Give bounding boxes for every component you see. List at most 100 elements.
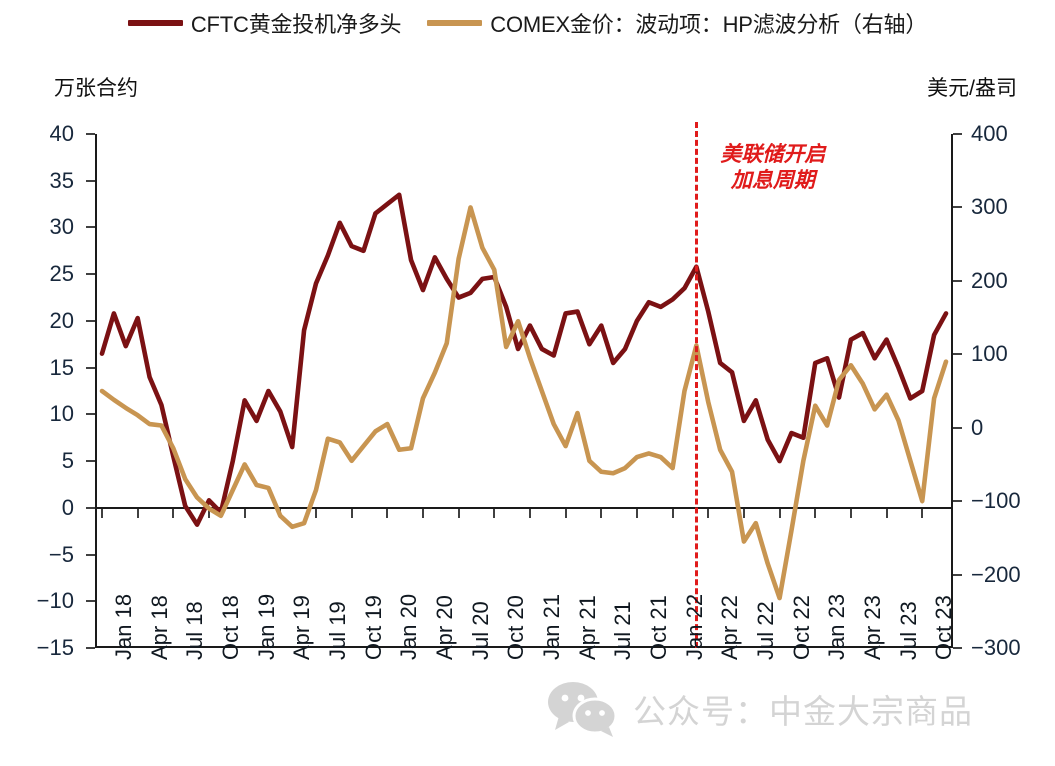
- left-axis-tick-label: 30: [49, 214, 74, 240]
- left-axis-tick-label: 15: [49, 354, 74, 380]
- x-axis-tick-label: Oct 23: [931, 595, 957, 660]
- event-label-line1: 美联储开启: [720, 143, 826, 166]
- wechat-icon: [548, 682, 618, 737]
- x-axis-tick-label: Jul 21: [610, 601, 636, 660]
- bottom-axis-line: [95, 646, 953, 648]
- right-axis-tick-label: 200: [971, 267, 1008, 293]
- x-axis-tick: [814, 507, 817, 518]
- event-annotation-text: 美联储开启 加息周期: [720, 142, 825, 193]
- right-axis-line: [951, 134, 953, 648]
- left-axis-tick-label: 20: [49, 307, 74, 333]
- left-axis-tick-label: −10: [36, 588, 74, 614]
- x-axis-tick: [600, 507, 603, 518]
- x-axis-tick-label: Apr 20: [431, 595, 457, 660]
- right-axis-tick: [953, 573, 962, 576]
- x-axis-tick-label: Oct 19: [360, 595, 386, 660]
- right-axis-tick-label: −300: [971, 635, 1021, 660]
- x-axis-tick: [386, 507, 389, 518]
- right-axis-tick-label: 400: [971, 121, 1008, 146]
- x-axis-tick: [849, 507, 852, 518]
- x-axis-tick-label: Oct 20: [503, 595, 529, 660]
- right-axis-tick: [953, 206, 962, 209]
- watermark: 公众号：中金大宗商品: [545, 680, 973, 738]
- right-axis-tick-label: −100: [971, 488, 1021, 514]
- x-axis-tick: [243, 507, 246, 518]
- x-axis-tick: [314, 507, 317, 518]
- left-axis-tick-label: 0: [61, 494, 74, 520]
- x-axis-tick-label: Apr 23: [859, 595, 885, 660]
- watermark-text: 公众号：中金大宗商品: [633, 693, 973, 730]
- x-axis-tick-label: Apr 22: [717, 595, 743, 660]
- x-axis-tick: [707, 507, 710, 518]
- left-axis-tick: [86, 366, 95, 369]
- right-axis-tick: [953, 426, 962, 429]
- right-axis-tick-label: 0: [971, 414, 984, 440]
- x-axis-tick-label: Apr 18: [146, 595, 172, 660]
- right-axis-unit-label: 美元/盎司: [927, 77, 1017, 100]
- left-axis-tick: [86, 600, 95, 603]
- x-axis-tick-label: Jan 18: [111, 593, 136, 660]
- left-axis-tick-label: 5: [61, 448, 74, 474]
- x-axis-tick-label: Jan 21: [538, 593, 564, 660]
- plot-area: 美联储开启 加息周期: [86, 122, 962, 649]
- right-axis-tick-label: 100: [971, 341, 1008, 367]
- x-axis-tick: [207, 507, 210, 518]
- x-axis-tick: [493, 507, 496, 518]
- x-axis-tick: [564, 507, 567, 518]
- left-axis-tick: [86, 133, 95, 135]
- x-axis-tick-label: Jan 20: [396, 593, 422, 660]
- x-axis-tick-label: Jul 20: [467, 601, 493, 660]
- x-axis-tick-label: Apr 19: [289, 595, 315, 660]
- left-axis-tick: [86, 319, 95, 322]
- x-axis-tick: [350, 507, 353, 518]
- x-axis-tick: [921, 507, 924, 518]
- x-axis-tick-label: Jul 18: [182, 601, 208, 660]
- x-axis-tick: [172, 507, 175, 518]
- left-axis-tick: [86, 413, 95, 416]
- line-swatch-icon-cftc: [127, 20, 183, 26]
- x-axis-tick-label: Jul 19: [324, 601, 350, 660]
- zero-line: [95, 506, 953, 509]
- x-axis-tick: [528, 507, 531, 518]
- line-swatch-icon-comex: [427, 20, 483, 26]
- legend-label-comex: COMEX金价：波动项：HP滤波分析（右轴）: [490, 12, 928, 37]
- legend-entry-cftc: CFTC黄金投机净多头: [127, 7, 402, 39]
- right-axis-tick-label: 300: [971, 194, 1008, 220]
- left-axis-tick-label: −5: [48, 541, 74, 567]
- left-axis-tick: [86, 226, 95, 229]
- left-axis-tick: [86, 506, 95, 509]
- x-axis-tick-label: Oct 22: [788, 595, 814, 660]
- right-axis-tick: [953, 647, 962, 649]
- x-axis-tick: [635, 507, 638, 518]
- x-axis-tick: [421, 507, 424, 518]
- right-axis-tick: [953, 279, 962, 282]
- series-line-comex: [99, 205, 949, 601]
- left-axis-tick: [86, 460, 95, 463]
- left-axis-tick: [86, 179, 95, 182]
- x-axis-tick: [457, 507, 460, 518]
- x-axis-tick-label: Jan 23: [824, 593, 850, 660]
- x-axis-tick-label: Jan 19: [253, 593, 279, 660]
- x-axis-tick: [671, 507, 674, 518]
- legend-label-cftc: CFTC黄金投机净多头: [190, 12, 402, 37]
- x-axis-tick-label: Jul 22: [752, 601, 778, 660]
- left-axis-line: [95, 134, 97, 648]
- left-axis-tick-label: 40: [49, 121, 74, 146]
- right-axis-tick: [953, 133, 962, 135]
- x-axis-tick-label: Oct 18: [217, 595, 243, 660]
- x-axis-tick: [101, 507, 103, 518]
- x-axis-tick-label: Oct 21: [645, 595, 671, 660]
- x-axis-tick-label: Jan 22: [681, 593, 707, 660]
- left-axis-tick: [86, 553, 95, 556]
- series-layer: [99, 192, 949, 601]
- right-axis-tick: [953, 500, 962, 503]
- legend-entry-comex: COMEX金价：波动项：HP滤波分析（右轴）: [427, 7, 927, 39]
- x-axis-tick: [136, 507, 139, 518]
- x-axis-tick: [742, 507, 745, 518]
- left-axis-tick: [86, 647, 95, 649]
- x-axis-tick-label: Jul 23: [895, 601, 921, 660]
- left-axis-tick-label: 25: [49, 261, 74, 287]
- event-label-line2: 加息周期: [730, 168, 815, 192]
- left-axis-unit-label: 万张合约: [54, 77, 138, 100]
